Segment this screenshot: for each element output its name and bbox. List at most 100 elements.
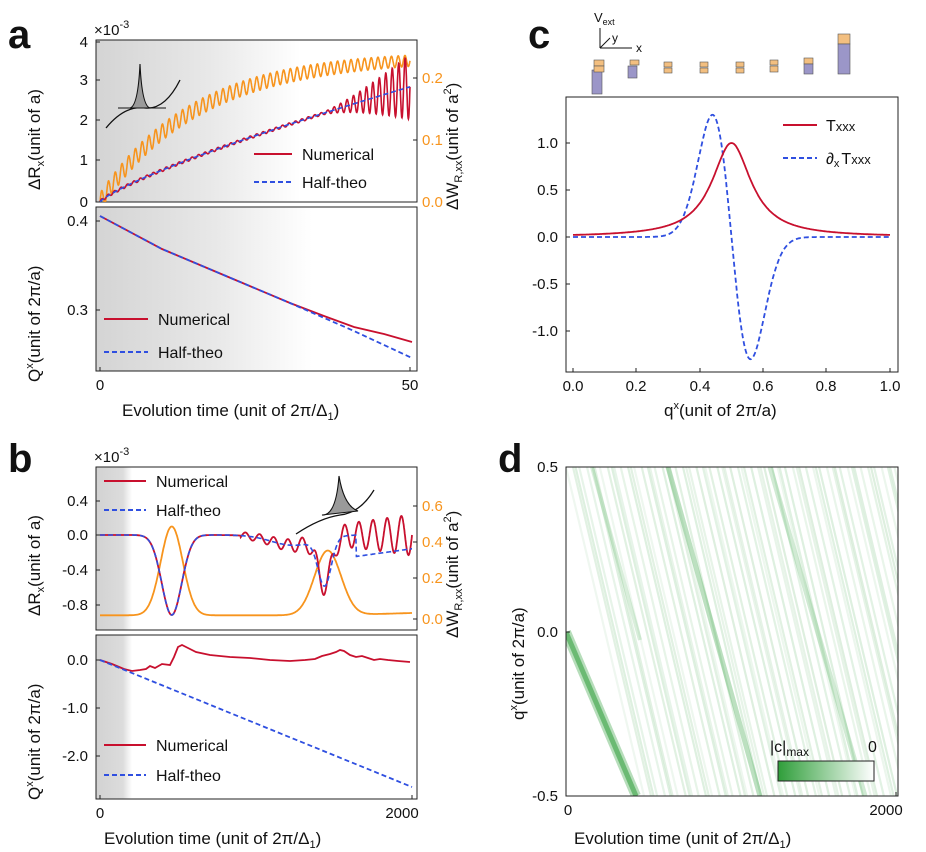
heatmap-stripe [759, 467, 840, 796]
heatmap-stripe [566, 631, 639, 796]
legend-label: ∂x Txxx [826, 151, 871, 170]
tick-label: -0.5 [532, 788, 558, 805]
heatmap-stripe [729, 467, 810, 796]
shaded-region [96, 40, 301, 202]
tick-label: 0.8 [816, 378, 837, 395]
panel-c: c Vext y x [528, 10, 900, 420]
panel-a-bottom-plot: 0.3 0.4 0 50 Qx(unit of 2π/a) Evolution … [24, 206, 418, 423]
y-ticks-left: 0 1 2 3 4 [80, 34, 100, 211]
tick-label: 1.0 [880, 378, 901, 395]
y-axis-glyph: y [612, 31, 618, 45]
y-multiplier: ×10-3 [94, 19, 129, 39]
tick-label: 0 [80, 194, 88, 211]
heatmap-stripe [907, 467, 926, 796]
heatmap-stripe [869, 467, 898, 586]
heatmap-stripe [613, 467, 694, 796]
panel-label-d: d [498, 437, 522, 481]
shaded-region [96, 207, 312, 371]
shaded-region [96, 467, 132, 630]
panel-c-plot: 1.0 0.5 0.0 -0.5 -1.0 0.0 0.2 0.4 0.6 0.… [532, 96, 901, 420]
heatmap-stripe [880, 467, 898, 542]
heatmap-stripe [674, 467, 755, 796]
heatmap-stripe [574, 467, 655, 796]
heatmap-stripe [814, 467, 895, 796]
heatmap-stripe [804, 467, 885, 796]
heatmap-stripe [566, 467, 646, 796]
heatmap-stripe [619, 467, 700, 796]
colorbar-max-label: |c|max [770, 739, 809, 759]
heatmap-stripe [795, 467, 876, 796]
y-ticks: 1.0 0.5 0.0 -0.5 -1.0 [532, 135, 570, 340]
y-axis-label: qx(unit of 2π/a) [508, 607, 528, 720]
heatmap-stripe [763, 467, 844, 796]
heatmap-stripe [681, 467, 763, 796]
tick-label: 0.0 [422, 194, 443, 211]
tick-label: 0.0 [563, 378, 584, 395]
numerical-curve [100, 515, 413, 616]
heatmap-stripe [571, 467, 653, 796]
legend: Numerical Half-theo [104, 738, 228, 785]
tick-label: 0.4 [690, 378, 711, 395]
tick-label: 0 [96, 805, 104, 822]
plot-frame [95, 39, 418, 203]
heatmap-stripe [606, 467, 687, 796]
heatmap-stripe [665, 467, 763, 796]
legend: Txxx ∂x Txxx [783, 118, 871, 170]
heatmap-stripe [695, 467, 776, 796]
tick-label: 0.5 [537, 459, 558, 476]
x-axis-label: Evolution time (unit of 2π/Δ1) [104, 829, 321, 851]
heatmap-stripe [767, 467, 868, 796]
tick-label: 0.0 [67, 652, 88, 669]
heatmap-stripe [893, 467, 898, 487]
tick-label: 0.4 [67, 213, 88, 230]
tick-label: 2000 [869, 802, 902, 819]
colorbar: |c|max 0 [770, 739, 877, 782]
heatmap-stripe [591, 467, 672, 796]
heatmap-stripe [736, 467, 817, 796]
wavepacket-inset [105, 63, 181, 129]
legend-label: Txxx [826, 118, 856, 135]
tick-label: -2.0 [62, 748, 88, 765]
heatmap-stripe [825, 467, 898, 772]
heatmap-stripe [685, 467, 766, 796]
heatmap-stripe [902, 467, 926, 796]
tick-label: 0.0 [67, 527, 88, 544]
heatmap-stripe [661, 467, 742, 796]
heatmap-stripe [771, 467, 852, 796]
y-axis-label: ΔRx(unit of a) [25, 515, 47, 616]
panel-label-a: a [8, 13, 31, 57]
tick-label: 0.2 [422, 570, 443, 587]
shaded-region [96, 635, 132, 799]
y-axis-label-right: ΔWR,xx(unit of a2) [442, 511, 465, 638]
tick-label: 1.0 [537, 135, 558, 152]
tick-label: -0.5 [532, 276, 558, 293]
plot-frame [95, 466, 418, 631]
panel-b-bottom-plot: 0.0 -1.0 -2.0 0 2000 Qx(unit of 2π/a) Ev… [24, 634, 419, 851]
legend-label: Numerical [156, 474, 228, 491]
panel-b: b 0.4 0.0 -0.4 -0.8 0.0 0.2 0.4 0.6 ×10-… [8, 437, 465, 851]
y-ticks-right: 0.0 0.1 0.2 [413, 70, 443, 211]
heatmap-stripe [598, 467, 679, 796]
tick-label: 0.3 [67, 302, 88, 319]
legend-label: Numerical [158, 312, 230, 329]
y-multiplier: ×10-3 [94, 446, 129, 466]
x-axis-label: Evolution time (unit of 2π/Δ1) [574, 829, 791, 851]
legend: Numerical Half-theo [104, 474, 228, 520]
tick-label: 2000 [385, 805, 418, 822]
tick-label: -1.0 [62, 700, 88, 717]
panel-b-top-plot: 0.4 0.0 -0.4 -0.8 0.0 0.2 0.4 0.6 ×10-3 … [25, 446, 465, 638]
heatmap-stripe [578, 467, 659, 796]
heatmap-stripe [566, 630, 641, 796]
y-ticks-right: 0.0 0.2 0.4 0.6 [413, 498, 443, 628]
heatmap-stripe [668, 467, 749, 796]
tick-label: 0.4 [422, 534, 443, 551]
legend-label: Half-theo [156, 768, 221, 785]
heatmap-stripe [742, 467, 824, 796]
heatmap-stripe [818, 467, 898, 796]
legend-label: Half-theo [158, 345, 223, 362]
half-theo-curve [100, 534, 412, 616]
heatmap-stripe [632, 467, 714, 796]
tick-label: 0.6 [422, 498, 443, 515]
heatmap-stripe [783, 467, 864, 796]
heatmap-stripe [640, 467, 721, 796]
